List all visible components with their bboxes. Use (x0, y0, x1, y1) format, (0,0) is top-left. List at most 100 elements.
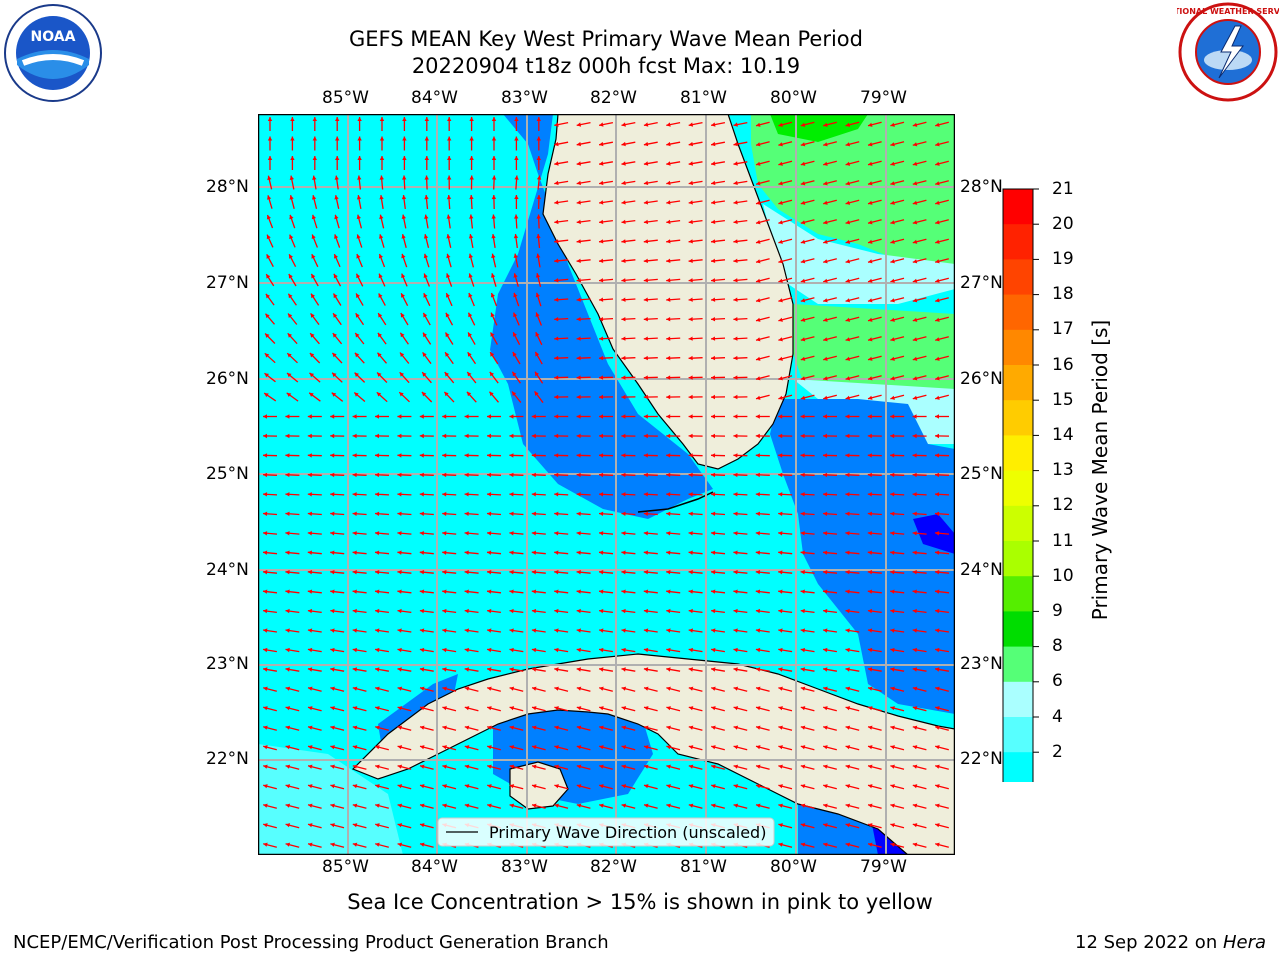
wave-arrow-head (378, 313, 383, 318)
wave-arrow-head (554, 122, 559, 127)
wave-arrow-head (912, 531, 917, 536)
wave-arrow-head (352, 472, 357, 478)
wave-arrow-head (285, 511, 290, 516)
wave-arrow-head (621, 180, 626, 186)
wave-arrow-head (711, 667, 716, 672)
wave-arrow-head (643, 492, 648, 497)
wave-arrow-head (733, 706, 739, 711)
wave-arrow-head (424, 175, 429, 180)
wave-arrow-head (487, 531, 492, 536)
wave-arrow-head (867, 472, 872, 478)
wave-arrow-head (890, 259, 895, 264)
wave-arrow-head (375, 667, 380, 672)
wave-arrow-head (845, 317, 851, 322)
wave-arrow-head (756, 706, 761, 711)
wave-arrow-head (554, 706, 559, 711)
wave-arrow-head (554, 764, 559, 769)
wave-arrow-head (845, 550, 850, 555)
wave-arrow-head (352, 589, 357, 594)
wave-arrow-head (399, 372, 404, 377)
wave-arrow-head (442, 706, 447, 711)
colorbar-tick: 12 (1052, 495, 1074, 515)
wave-arrow-head (554, 297, 559, 302)
wave-arrow-head (800, 472, 805, 478)
wave-arrow-head (402, 136, 407, 141)
wave-arrow-head (442, 647, 447, 653)
wave-arrow-head (356, 273, 361, 279)
wave-arrow-head (845, 589, 850, 594)
wave-arrow-head (487, 511, 492, 516)
colorbar-segment (1003, 400, 1033, 436)
colorbar-tick: 20 (1052, 214, 1074, 234)
wave-arrow-head (800, 686, 806, 691)
wave-arrow-head (733, 647, 738, 653)
lon-label-bottom: 80°W (770, 857, 817, 877)
wave-arrow-head (446, 273, 451, 278)
wave-arrow-head (464, 414, 469, 419)
wave-arrow-head (420, 745, 425, 750)
wave-arrow-head (935, 220, 940, 225)
wave-arrow-head (576, 745, 582, 750)
wave-arrow-head (263, 803, 268, 808)
wave-arrow-head (800, 142, 806, 147)
wave-arrow-head (535, 351, 540, 357)
wave-arrow-head (446, 293, 450, 298)
wave-arrow-head (487, 647, 492, 653)
wave-arrow-head (666, 589, 671, 594)
wave-arrow-head (823, 453, 828, 458)
wave-arrow-head (263, 570, 268, 575)
wave-arrow-head (755, 472, 760, 478)
wave-arrow-head (778, 161, 783, 166)
wave-arrow-head (756, 200, 761, 205)
wave-arrow-head (643, 570, 649, 575)
wave-arrow-head (912, 395, 918, 400)
wave-arrow-head (375, 589, 380, 594)
wave-arrow-head (491, 175, 497, 180)
wave-arrow-head (576, 453, 581, 458)
wave-arrow-head (307, 550, 312, 555)
wave-arrow-head (868, 842, 873, 847)
wave-arrow-head (330, 608, 335, 614)
wave-arrow-head (778, 122, 783, 127)
wave-arrow-head (800, 589, 805, 594)
wave-arrow-head (514, 156, 519, 160)
wave-arrow-head (644, 686, 649, 691)
wave-arrow-head (733, 375, 738, 380)
wave-arrow-head (643, 200, 649, 205)
wave-arrow-head (308, 842, 313, 847)
wave-arrow-head (356, 214, 361, 220)
wave-arrow-head (666, 122, 671, 127)
wave-arrow-head (576, 686, 582, 691)
wave-arrow-head (756, 356, 761, 361)
wave-arrow-head (375, 647, 380, 653)
wave-arrow-head (845, 122, 851, 127)
wave-arrow-head (868, 823, 873, 828)
wave-arrow-head (935, 589, 940, 594)
wave-arrow-head (823, 511, 828, 516)
wave-arrow-head (531, 472, 536, 478)
wave-arrow-head (401, 273, 406, 279)
wave-arrow-head (755, 570, 761, 575)
wave-arrow-head (711, 239, 716, 244)
wave-arrow-head (375, 764, 380, 769)
wave-arrow-head (711, 628, 716, 633)
wave-arrow-head (778, 608, 783, 614)
wave-arrow-head (688, 608, 693, 614)
wave-arrow-head (845, 220, 851, 225)
wave-arrow-head (756, 239, 761, 244)
wave-arrow-head (778, 395, 783, 400)
wave-arrow-head (643, 219, 649, 225)
wave-arrow-head (823, 531, 828, 536)
wave-arrow-head (400, 313, 405, 318)
lat-label-left: 27°N (206, 273, 249, 293)
wave-arrow-head (535, 312, 540, 317)
wave-arrow-head (935, 550, 940, 555)
wave-arrow-head (756, 181, 761, 186)
wave-arrow-head (535, 292, 540, 298)
wave-arrow-head (778, 453, 783, 458)
wave-arrow-head (442, 725, 447, 730)
wave-arrow-head (935, 531, 940, 536)
wave-arrow-head (576, 550, 581, 555)
wave-arrow-head (531, 453, 536, 458)
wave-arrow-head (935, 142, 940, 147)
